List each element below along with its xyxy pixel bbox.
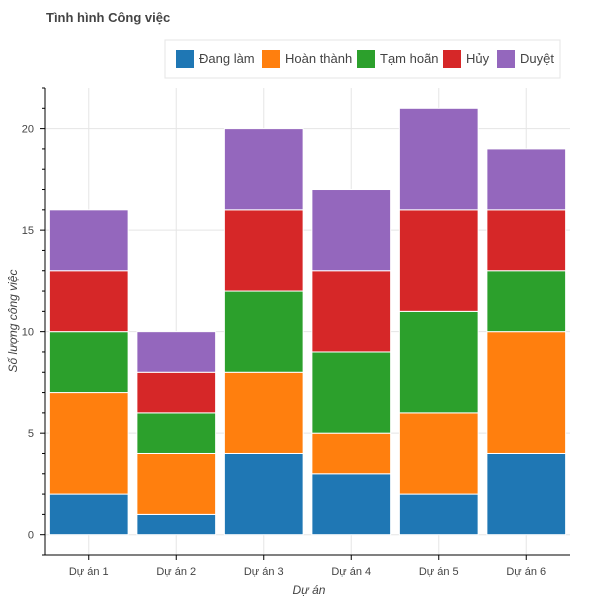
bar-segment bbox=[486, 452, 567, 536]
legend-swatch bbox=[262, 50, 280, 68]
legend-label: Hoàn thành bbox=[285, 51, 352, 66]
bar-segment bbox=[136, 331, 217, 373]
bar-segment bbox=[311, 270, 392, 353]
legend-label: Tạm hoãn bbox=[380, 51, 439, 66]
bar-segment bbox=[398, 209, 479, 312]
bar-segment bbox=[223, 209, 304, 292]
bar-segment bbox=[311, 351, 392, 434]
bar-segment bbox=[311, 432, 392, 475]
bar-segment bbox=[136, 412, 217, 454]
bar-segment bbox=[223, 371, 304, 454]
x-axis-label: Dự án bbox=[293, 583, 326, 597]
y-tick-label: 0 bbox=[28, 530, 34, 542]
x-tick-label: Dự án 5 bbox=[419, 566, 459, 578]
y-tick-label: 15 bbox=[22, 225, 34, 237]
bar-segment bbox=[486, 148, 567, 211]
bar-segment bbox=[486, 270, 567, 333]
bar-segment bbox=[223, 128, 304, 211]
bar-segment bbox=[398, 310, 479, 414]
bar-segment bbox=[136, 513, 217, 536]
legend-swatch bbox=[176, 50, 194, 68]
bar-segment bbox=[398, 493, 479, 536]
legend: Đang làm Hoàn thành Tạm hoãn Hủy Duyệt bbox=[164, 39, 561, 79]
bar-segment bbox=[48, 270, 129, 333]
legend-item: Hủy bbox=[443, 50, 490, 68]
legend-item: Hoàn thành bbox=[262, 50, 352, 68]
bar-segment bbox=[48, 331, 129, 394]
bar-segment bbox=[311, 473, 392, 536]
bar-segment bbox=[486, 209, 567, 272]
y-axis-label: Số lượng công việc bbox=[6, 270, 20, 373]
bar-segment bbox=[223, 452, 304, 536]
y-tick-label: 20 bbox=[22, 124, 34, 136]
bar-segment bbox=[223, 290, 304, 373]
bar-segment bbox=[136, 371, 217, 414]
legend-swatch bbox=[497, 50, 515, 68]
x-tick-label: Dự án 2 bbox=[156, 566, 196, 578]
legend-label: Hủy bbox=[466, 51, 490, 66]
x-tick-label: Dự án 1 bbox=[69, 566, 109, 578]
bar-segment bbox=[48, 493, 129, 536]
x-tick-label: Dự án 4 bbox=[331, 566, 371, 578]
legend-swatch bbox=[443, 50, 461, 68]
bar-segment bbox=[311, 189, 392, 272]
bar-segment bbox=[48, 392, 129, 495]
legend-item: Duyệt bbox=[497, 50, 554, 68]
bar-segment bbox=[48, 209, 129, 272]
y-tick-label: 5 bbox=[28, 428, 34, 440]
x-tick-label: Dự án 6 bbox=[506, 566, 546, 578]
legend-label: Duyệt bbox=[520, 51, 554, 66]
legend-label: Đang làm bbox=[199, 51, 255, 66]
x-tick-label: Dự án 3 bbox=[244, 566, 284, 578]
bar-segment bbox=[486, 331, 567, 454]
chart-title: Tình hình Công việc bbox=[46, 10, 170, 25]
bar-segment bbox=[398, 412, 479, 495]
axes: 0 5 10 15 20 Dự án 1 Dự án 2 Dự án 3 Dự án 4 Dự á… bbox=[22, 87, 570, 578]
bar-segment bbox=[398, 107, 479, 211]
bar-segment bbox=[136, 452, 217, 515]
legend-swatch bbox=[357, 50, 375, 68]
y-tick-label: 10 bbox=[22, 327, 34, 339]
bars bbox=[48, 107, 567, 536]
legend-item: Tạm hoãn bbox=[357, 50, 439, 68]
legend-item: Đang làm bbox=[176, 50, 255, 68]
